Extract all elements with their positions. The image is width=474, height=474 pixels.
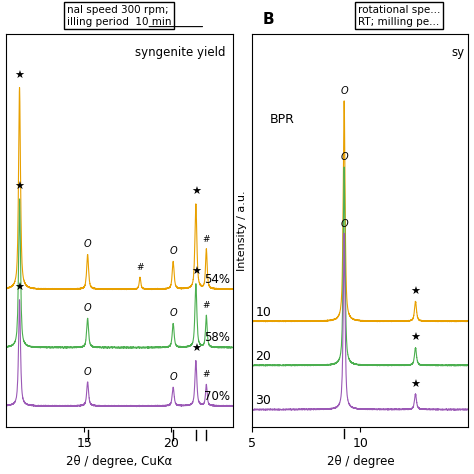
Text: ★: ★ [410, 333, 420, 343]
Text: O: O [169, 309, 177, 319]
Text: 10: 10 [255, 306, 272, 319]
Text: ★: ★ [15, 71, 25, 81]
Text: rotational spe...
RT; milling pe...: rotational spe... RT; milling pe... [358, 5, 440, 27]
Text: O: O [169, 246, 177, 256]
Text: O: O [84, 367, 91, 377]
Text: 30: 30 [255, 394, 272, 407]
Y-axis label: Intensity / a.u.: Intensity / a.u. [237, 191, 246, 271]
Text: #: # [202, 370, 210, 379]
Text: O: O [84, 303, 91, 313]
Text: 20: 20 [255, 350, 272, 363]
Text: ★: ★ [191, 344, 201, 354]
Text: nal speed 300 rpm;
illing period  10 min: nal speed 300 rpm; illing period 10 min [67, 5, 171, 27]
Text: O: O [169, 372, 177, 382]
Text: ★: ★ [15, 283, 25, 293]
Text: ★: ★ [410, 287, 420, 297]
Text: #: # [202, 301, 210, 310]
Text: BPR: BPR [270, 113, 294, 126]
Text: O: O [84, 239, 91, 249]
Text: O: O [340, 86, 348, 96]
Text: ★: ★ [410, 380, 420, 390]
Text: ★: ★ [191, 187, 201, 197]
Text: sy: sy [451, 46, 464, 59]
Text: syngenite yield: syngenite yield [135, 46, 226, 59]
Text: 54%: 54% [204, 273, 230, 286]
Text: #: # [202, 235, 210, 244]
Text: 58%: 58% [204, 331, 230, 345]
Text: 70%: 70% [204, 390, 230, 403]
Text: #: # [136, 263, 144, 272]
Text: O: O [340, 153, 348, 163]
Text: ★: ★ [15, 182, 25, 192]
X-axis label: 2θ / degree, CuKα: 2θ / degree, CuKα [66, 456, 172, 468]
Text: O: O [340, 219, 348, 228]
X-axis label: 2θ / degree: 2θ / degree [327, 456, 394, 468]
Text: B: B [263, 11, 275, 27]
Text: ★: ★ [191, 267, 201, 277]
